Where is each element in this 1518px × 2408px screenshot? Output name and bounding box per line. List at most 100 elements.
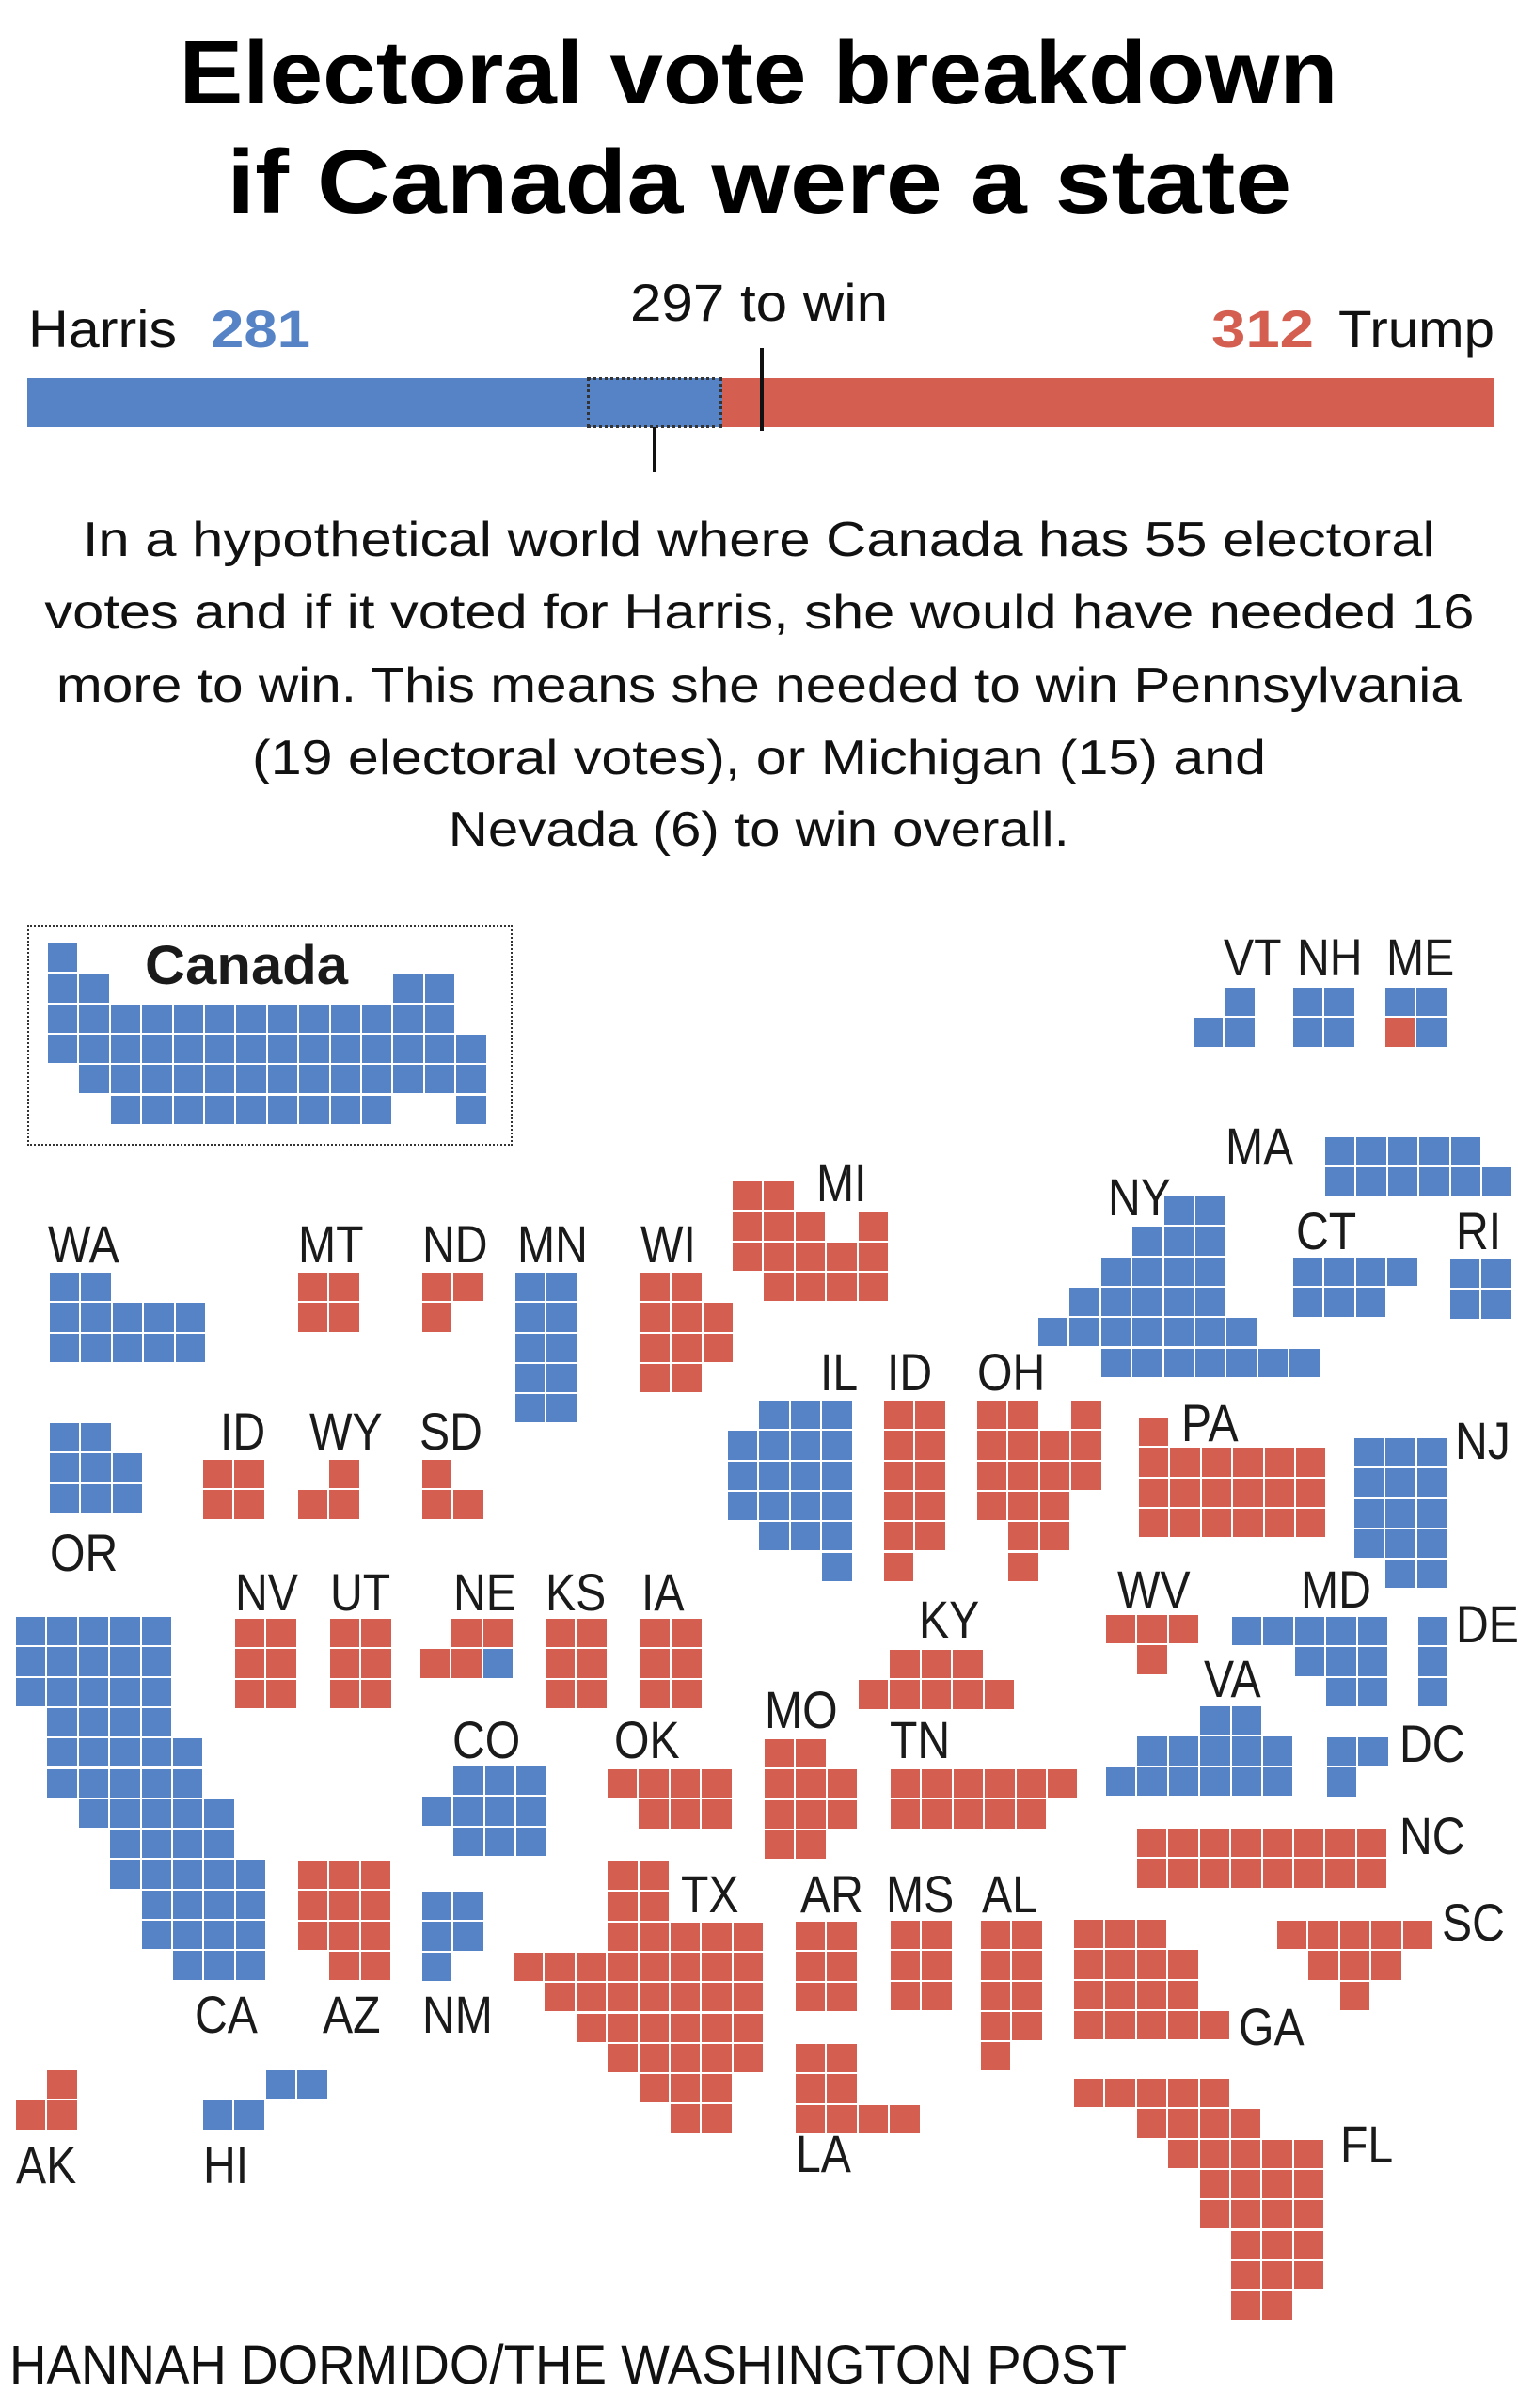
- state-az-39-vote-tile: [360, 1951, 391, 1981]
- state-label: RI: [1456, 1205, 1509, 1258]
- state-la-47-vote-tile: [890, 2104, 920, 2133]
- state-nj-21-vote-tile: [1354, 1529, 1384, 1559]
- state-ma-3-vote-tile: [1419, 1137, 1449, 1166]
- state-ny-4-vote-tile: [1226, 1318, 1257, 1347]
- state-label: VT: [1224, 931, 1291, 984]
- state-az-39-vote-tile: [329, 1861, 359, 1890]
- state-nv-23-vote-tile: [266, 1679, 296, 1708]
- state-nc-38-vote-tile: [1199, 1859, 1230, 1888]
- state-ca-22-vote-tile: [141, 1860, 171, 1889]
- state-tx-41-vote-tile: [608, 2013, 638, 2042]
- state-al-44-vote-tile: [1012, 1981, 1042, 2010]
- state-fl-48-vote-tile: [1262, 2230, 1292, 2259]
- state-fl-48-vote-tile: [1199, 2169, 1229, 2199]
- state-de-31-vote-tile: [1418, 1677, 1448, 1706]
- state-id-18-vote-tile: [884, 1401, 914, 1430]
- state-ne-25-vote-tile: [482, 1619, 514, 1648]
- state-ca-22-vote-tile: [47, 1707, 77, 1737]
- state-ca-22-vote-tile: [78, 1798, 109, 1829]
- canada-vote-tile: [110, 1034, 141, 1064]
- state-ga-46-vote-tile: [1136, 1980, 1167, 2009]
- state-pa-20-vote-tile: [1170, 1508, 1200, 1538]
- state-ar-42-vote-tile: [796, 1922, 826, 1951]
- state-ca-22-vote-tile: [141, 1768, 171, 1798]
- state-ca-22-vote-tile: [204, 1890, 234, 1919]
- state-label-text: MA: [1225, 1117, 1294, 1176]
- state-me-2-vote-tile: [1385, 988, 1415, 1017]
- state-il-17-vote-tile: [728, 1491, 758, 1521]
- state-mi-12-vote-tile: [733, 1212, 763, 1241]
- state-label: PA: [1181, 1397, 1248, 1450]
- state-label-text: TN: [890, 1710, 951, 1769]
- state-me-2-vote-tile: [1416, 988, 1447, 1017]
- canada-vote-tile: [393, 974, 423, 1003]
- state-label-text: KY: [919, 1590, 980, 1649]
- state-label-text: HI: [203, 2135, 249, 2194]
- state-hi-50-vote-tile: [234, 2100, 264, 2130]
- state-nj-21-vote-tile: [1354, 1498, 1384, 1528]
- title-line-1-text: Electoral vote breakdown: [179, 23, 1338, 123]
- state-nh-1-vote-tile: [1324, 988, 1354, 1017]
- description-line-text: Nevada (6) to win overall.: [448, 802, 1069, 857]
- chart-title-line-1: Electoral vote breakdown: [0, 28, 1518, 119]
- state-va-36-vote-tile: [1137, 1766, 1167, 1796]
- state-or-13-vote-tile: [81, 1423, 111, 1452]
- state-wi-11-vote-tile: [703, 1303, 734, 1332]
- state-la-47-vote-tile: [796, 2074, 826, 2103]
- state-ma-3-vote-tile: [1325, 1167, 1355, 1196]
- state-fl-48-vote-tile: [1293, 2200, 1324, 2229]
- state-ca-22-vote-tile: [173, 1860, 203, 1889]
- state-nh-1-vote-tile: [1293, 988, 1323, 1017]
- state-nv-23-vote-tile: [235, 1619, 265, 1648]
- state-ca-22-vote-tile: [141, 1738, 171, 1767]
- state-ca-22-vote-tile: [110, 1738, 140, 1767]
- state-tx-41-vote-tile: [608, 2043, 638, 2073]
- trump-label: Trump: [1338, 303, 1494, 356]
- state-mn-10-vote-tile: [515, 1363, 546, 1393]
- state-wa-7-vote-tile: [81, 1303, 111, 1332]
- state-il-17-vote-tile: [790, 1431, 821, 1460]
- state-wi-11-vote-tile: [672, 1303, 702, 1332]
- state-tn-35-vote-tile: [953, 1799, 984, 1829]
- state-al-44-vote-tile: [1012, 1951, 1042, 1980]
- state-co-32-vote-tile: [453, 1827, 483, 1856]
- canada-vote-tile: [393, 1065, 423, 1094]
- canada-vote-tile: [142, 1065, 172, 1094]
- state-ga-46-vote-tile: [1168, 1950, 1198, 1979]
- canada-vote-tile: [393, 1004, 423, 1033]
- state-nc-38-vote-tile: [1356, 1829, 1387, 1858]
- state-il-17-vote-tile: [822, 1491, 852, 1521]
- state-sd-16-vote-tile: [422, 1460, 452, 1489]
- state-wv-29-vote-tile: [1168, 1615, 1199, 1644]
- state-ny-4-vote-tile: [1038, 1318, 1068, 1347]
- state-pa-20-vote-tile: [1201, 1448, 1232, 1477]
- state-label: MT: [298, 1218, 374, 1271]
- state-ca-22-vote-tile: [16, 1617, 46, 1646]
- state-ks-26-vote-tile: [577, 1649, 607, 1678]
- state-ga-46-vote-tile: [1199, 2010, 1229, 2040]
- state-tx-41-vote-tile: [702, 2043, 732, 2073]
- state-label-text: CT: [1296, 1201, 1357, 1260]
- state-pa-20-vote-tile: [1139, 1508, 1169, 1538]
- state-al-44-vote-tile: [981, 1981, 1011, 2010]
- state-mi-12-vote-tile: [764, 1212, 794, 1241]
- state-ca-22-vote-tile: [47, 1768, 77, 1798]
- state-ca-22-vote-tile: [173, 1951, 203, 1980]
- state-tx-41-vote-tile: [671, 2074, 701, 2103]
- state-label-text: CA: [195, 1985, 258, 2044]
- state-sc-45-vote-tile: [1339, 1921, 1370, 1950]
- state-nc-38-vote-tile: [1325, 1829, 1355, 1858]
- state-md-30-vote-tile: [1357, 1677, 1387, 1706]
- state-wi-11-vote-tile: [672, 1333, 702, 1362]
- state-label: WI: [640, 1218, 704, 1271]
- state-ct-5-vote-tile: [1293, 1258, 1323, 1287]
- state-va-36-vote-tile: [1231, 1706, 1261, 1735]
- state-tx-41-vote-tile: [733, 1922, 764, 1951]
- canada-vote-tile: [236, 1004, 266, 1033]
- state-il-17-vote-tile: [728, 1431, 758, 1460]
- state-label-text: MT: [298, 1214, 364, 1274]
- state-label: ND: [422, 1218, 498, 1271]
- state-nj-21-vote-tile: [1416, 1560, 1447, 1589]
- state-mn-10-vote-tile: [546, 1333, 577, 1362]
- state-nm-40-vote-tile: [422, 1922, 452, 1951]
